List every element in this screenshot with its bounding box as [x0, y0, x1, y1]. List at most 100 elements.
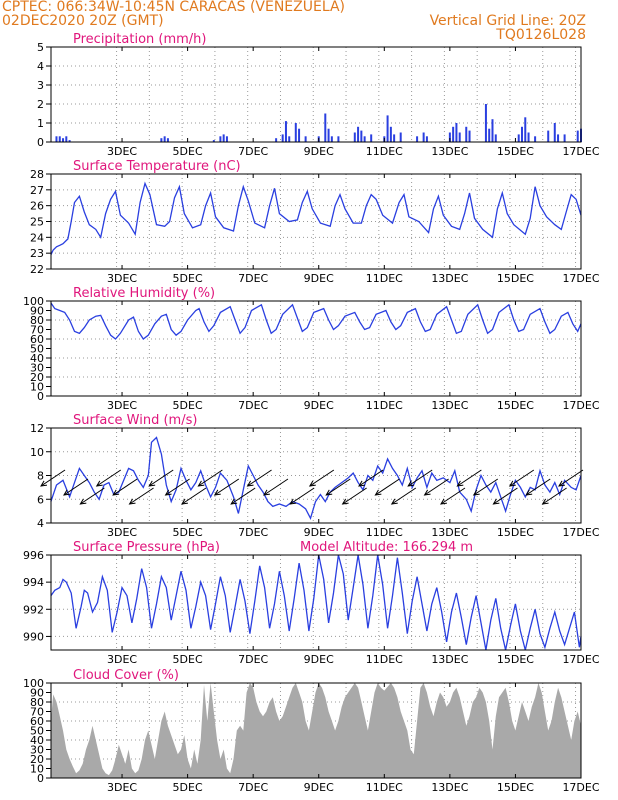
wind-vector — [358, 469, 384, 487]
wind-vector — [375, 478, 400, 496]
rh-xtick-label: 5DEC — [173, 399, 203, 412]
cloud-xtick-label: 17DEC — [562, 781, 599, 794]
rh-ytick-label: 100 — [23, 295, 44, 308]
precip-ytick-label: 5 — [37, 41, 44, 54]
precip-bar — [294, 123, 297, 142]
pres-ytick-label: 994 — [23, 576, 44, 589]
rh-ytick-label: 50 — [30, 343, 44, 356]
precip-bar — [327, 128, 330, 142]
wind-ytick-label: 8 — [37, 470, 44, 483]
precip-bar — [465, 126, 468, 142]
wind-vector — [325, 478, 351, 496]
cloud-title: Cloud Cover (%) — [73, 668, 179, 683]
temp-xtick-label: 3DEC — [107, 272, 137, 285]
pres-ytick-label: 990 — [23, 630, 44, 643]
header-grid-note: Vertical Grid Line: 20Z — [429, 13, 586, 29]
precip-bar — [524, 117, 527, 142]
rh-ytick-label: 10 — [30, 381, 44, 394]
wind-vector-head — [440, 498, 447, 505]
precip-bar — [357, 126, 360, 142]
wind-vector-head — [308, 480, 316, 487]
precip-bar — [517, 134, 520, 142]
wind-vector — [525, 478, 551, 496]
wind-vector-head — [525, 489, 533, 496]
precip-bar — [416, 136, 419, 142]
wind-title: Surface Wind (m/s) — [73, 413, 197, 428]
cloud-xtick-label: 5DEC — [173, 781, 203, 794]
rh-xtick-label: 15DEC — [497, 399, 534, 412]
precip-bar — [484, 104, 487, 142]
wind-vector-head — [95, 480, 103, 487]
temp-ytick-label: 23 — [30, 247, 44, 260]
pres-xtick-label: 5DEC — [173, 653, 203, 666]
wind-vector-head — [63, 489, 70, 496]
rh-ytick-label: 60 — [30, 333, 44, 346]
rh-ytick-label: 0 — [37, 390, 44, 403]
precip-bar — [284, 121, 287, 142]
precip-bar — [68, 140, 71, 142]
precip-bar — [399, 132, 402, 142]
rh-xtick-label: 13DEC — [431, 399, 468, 412]
header-model-id: TQ0126L028 — [496, 27, 586, 43]
precip-bar — [452, 126, 455, 142]
temp-xtick-label: 15DEC — [497, 272, 534, 285]
precip-bar — [288, 136, 291, 142]
precip-bar — [494, 134, 497, 142]
pres-line — [50, 554, 582, 651]
precip-bar — [65, 136, 68, 142]
wind-vector — [309, 469, 335, 487]
pres-xtick-label: 17DEC — [562, 653, 599, 666]
wind-vector-head — [246, 480, 254, 487]
wind-vector-head — [112, 489, 120, 496]
wind-vector-head — [289, 498, 297, 505]
pres-ytick-label: 992 — [23, 603, 44, 616]
precip-bar — [298, 128, 301, 142]
cloud-ytick-label: 20 — [30, 753, 44, 766]
rh-xtick-label: 9DEC — [304, 399, 334, 412]
wind-vector — [342, 487, 367, 505]
wind-vector — [80, 487, 105, 505]
precip-bar — [275, 138, 278, 142]
wind-vector — [457, 469, 482, 487]
pres-frame — [50, 554, 582, 651]
precip-bar — [448, 132, 451, 142]
wind-vector — [112, 478, 138, 496]
precip-bar — [337, 136, 340, 142]
wind-vector — [247, 469, 272, 487]
precip-bar — [55, 136, 58, 142]
temp-xtick-label: 9DEC — [304, 272, 334, 285]
cloud-xtick-label: 3DEC — [107, 781, 137, 794]
temp-xtick-label: 7DEC — [238, 272, 268, 285]
wind-vector-head — [508, 480, 516, 487]
wind-ytick-label: 12 — [30, 422, 44, 435]
precip-bar — [353, 132, 356, 142]
pres-xtick-label: 7DEC — [238, 653, 268, 666]
rh-ytick-label: 20 — [30, 371, 44, 384]
pres-annotation: Model Altitude: 166.294 m — [300, 540, 473, 555]
wind-vector — [424, 478, 449, 496]
wind-ytick-label: 6 — [37, 493, 44, 506]
wind-xtick-label: 11DEC — [366, 526, 403, 539]
wind-vector — [558, 469, 584, 487]
precip-xtick-label: 15DEC — [497, 145, 534, 158]
precip-bar — [576, 130, 579, 142]
wind-vector-head — [472, 489, 480, 496]
wind-vector — [263, 478, 289, 496]
precip-bar — [393, 134, 396, 142]
rh-xtick-label: 3DEC — [107, 399, 137, 412]
precip-bar — [212, 140, 215, 142]
temp-ytick-label: 22 — [30, 263, 44, 276]
precip-bar — [222, 134, 225, 142]
wind-vector — [289, 487, 315, 505]
wind-vector-head — [407, 480, 415, 487]
precip-xtick-label: 5DEC — [173, 145, 203, 158]
wind-vector — [198, 469, 223, 487]
wind-vector-head — [79, 498, 87, 505]
precip-bar — [455, 123, 458, 142]
precip-bar — [62, 138, 65, 142]
wind-vector-head — [325, 489, 333, 496]
precip-bar — [534, 136, 537, 142]
wind-vector-head — [423, 489, 431, 496]
wind-vector — [96, 469, 122, 487]
wind-vector — [391, 487, 417, 505]
